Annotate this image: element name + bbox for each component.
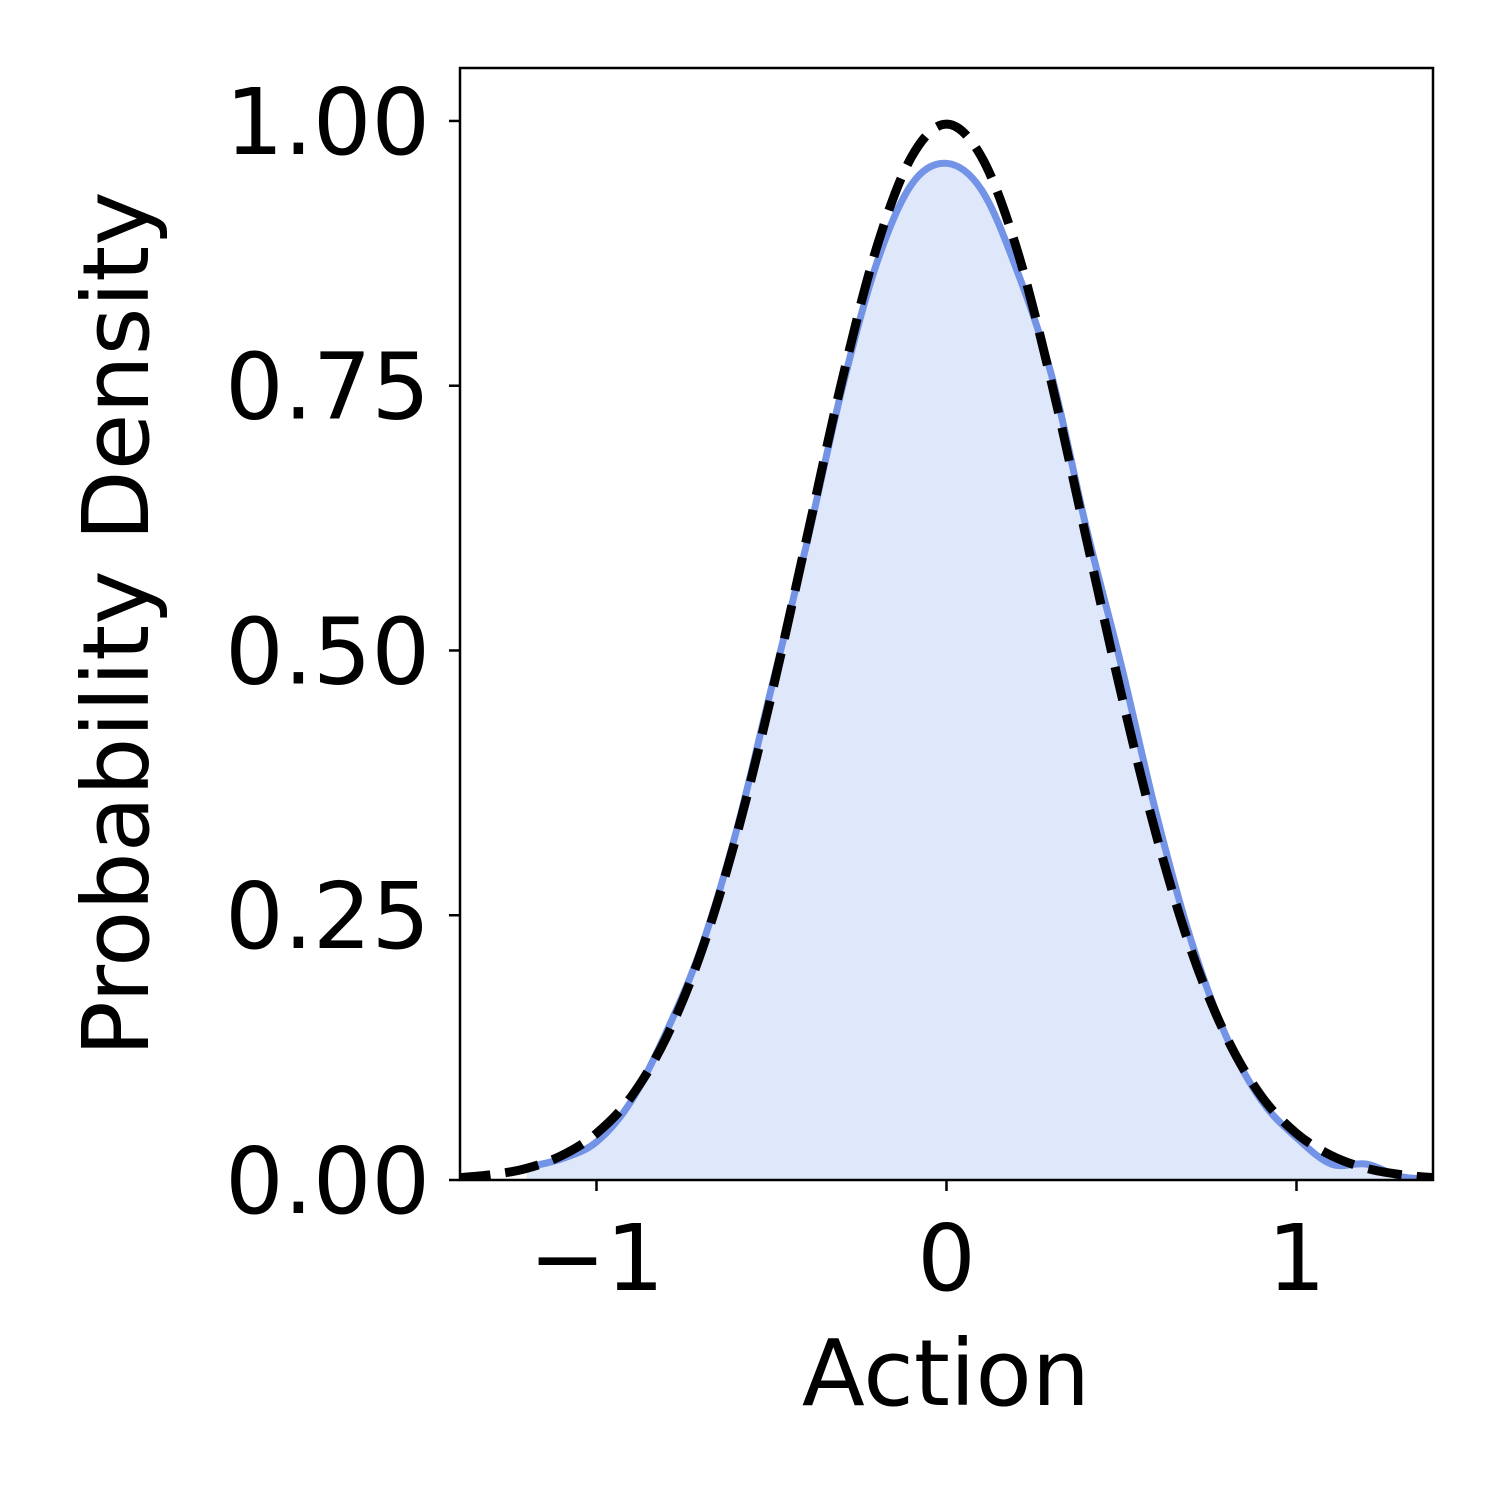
dashed-line — [460, 119, 1433, 1180]
y-tick-label: 0.00 — [225, 1128, 430, 1235]
y-tick-label: 0.50 — [225, 598, 430, 705]
area — [526, 163, 1433, 1180]
x-tick-label: 1 — [1267, 1205, 1326, 1312]
x-tick-label: 0 — [917, 1205, 976, 1312]
y-tick-label: 1.00 — [225, 69, 430, 176]
x-tick-label: −1 — [529, 1205, 665, 1312]
y-tick-label: 0.25 — [225, 863, 430, 970]
x-axis-label: Action — [802, 1320, 1090, 1427]
y-tick-label: 0.75 — [225, 334, 430, 441]
y-axis-label: Probability Density — [63, 191, 170, 1056]
